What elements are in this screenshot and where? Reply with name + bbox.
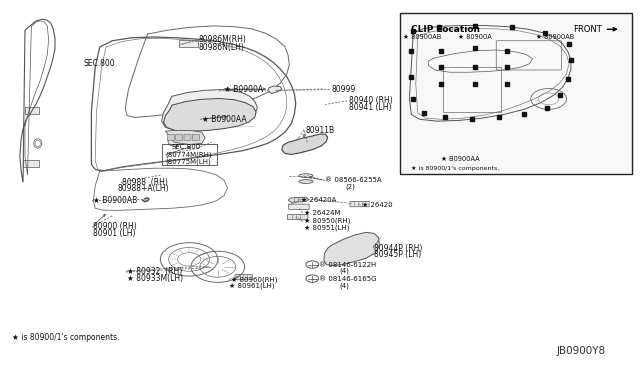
Text: 80988+A(LH): 80988+A(LH) [118,185,169,193]
FancyBboxPatch shape [235,275,252,280]
Text: ★ 26420: ★ 26420 [362,202,392,208]
Text: ★ 80933M(LH): ★ 80933M(LH) [127,274,183,283]
Text: 80944P (RH): 80944P (RH) [374,244,422,253]
Text: ★ B0900A: ★ B0900A [224,85,263,94]
Polygon shape [324,232,380,266]
FancyBboxPatch shape [25,107,39,114]
Text: ★ 80900AB: ★ 80900AB [536,34,574,40]
Text: ★ 80900A: ★ 80900A [458,34,492,40]
Polygon shape [164,99,256,131]
Text: (80774M(RH): (80774M(RH) [166,151,212,158]
Polygon shape [288,197,308,202]
Ellipse shape [168,135,180,146]
Text: 80999: 80999 [332,85,356,94]
Text: ® 08146-6165G: ® 08146-6165G [319,276,376,282]
FancyBboxPatch shape [168,135,174,140]
Text: ★ 26424M: ★ 26424M [304,210,340,216]
Text: ★ 80900AB: ★ 80900AB [403,34,441,40]
Text: (80775M(LH): (80775M(LH) [166,158,211,165]
FancyBboxPatch shape [289,204,309,209]
Text: ★ 80950(RH): ★ 80950(RH) [304,218,351,224]
Ellipse shape [299,174,313,177]
FancyBboxPatch shape [350,202,369,207]
Polygon shape [166,131,205,144]
Text: ★ is 80900/1's components.: ★ is 80900/1's components. [12,333,120,343]
Text: ★ 80951(LH): ★ 80951(LH) [304,225,349,231]
Ellipse shape [299,180,313,183]
Text: 80986M(RH): 80986M(RH) [198,35,246,44]
FancyBboxPatch shape [192,135,199,140]
Text: ★ 80960(RH): ★ 80960(RH) [230,276,277,283]
Text: CLIP Location: CLIP Location [412,25,481,34]
Text: 80900 (RH): 80900 (RH) [93,222,137,231]
Text: ★ B0900AB: ★ B0900AB [93,196,138,205]
Text: FRONT: FRONT [573,25,616,34]
Text: ★ is 80900/1's components.: ★ is 80900/1's components. [412,166,500,171]
Text: 80940 (RH): 80940 (RH) [349,96,392,105]
FancyBboxPatch shape [184,135,191,140]
Text: ★ B0900AA: ★ B0900AA [202,115,246,124]
FancyBboxPatch shape [175,135,182,140]
Text: ★ 80932  (RH): ★ 80932 (RH) [127,267,182,276]
Text: (4): (4) [339,267,349,274]
Text: 80988  (RH): 80988 (RH) [122,178,168,187]
Text: ★ 80961(LH): ★ 80961(LH) [229,283,275,289]
Text: SEC.800: SEC.800 [84,59,115,68]
FancyBboxPatch shape [401,13,632,174]
Polygon shape [162,90,257,130]
FancyBboxPatch shape [287,215,308,220]
Text: ® 08566-6255A: ® 08566-6255A [325,177,381,183]
Text: 80911B: 80911B [305,126,335,135]
FancyBboxPatch shape [179,40,198,47]
Text: 80901 (LH): 80901 (LH) [93,229,136,238]
Text: SEC.800: SEC.800 [172,144,201,150]
Text: 80945P (LH): 80945P (LH) [374,250,422,259]
Text: ★ 26420A: ★ 26420A [301,197,336,203]
Text: (4): (4) [339,282,349,289]
Text: 80941 (LH): 80941 (LH) [349,103,391,112]
Text: (2): (2) [346,183,355,190]
Text: 80986N(LH): 80986N(LH) [198,42,244,51]
Polygon shape [268,86,282,93]
Text: JB0900Y8: JB0900Y8 [556,346,605,356]
Text: ★ B0900AA: ★ B0900AA [442,156,480,162]
Text: ® 08146-6122H: ® 08146-6122H [319,262,376,267]
FancyBboxPatch shape [23,160,39,167]
Polygon shape [282,134,328,154]
